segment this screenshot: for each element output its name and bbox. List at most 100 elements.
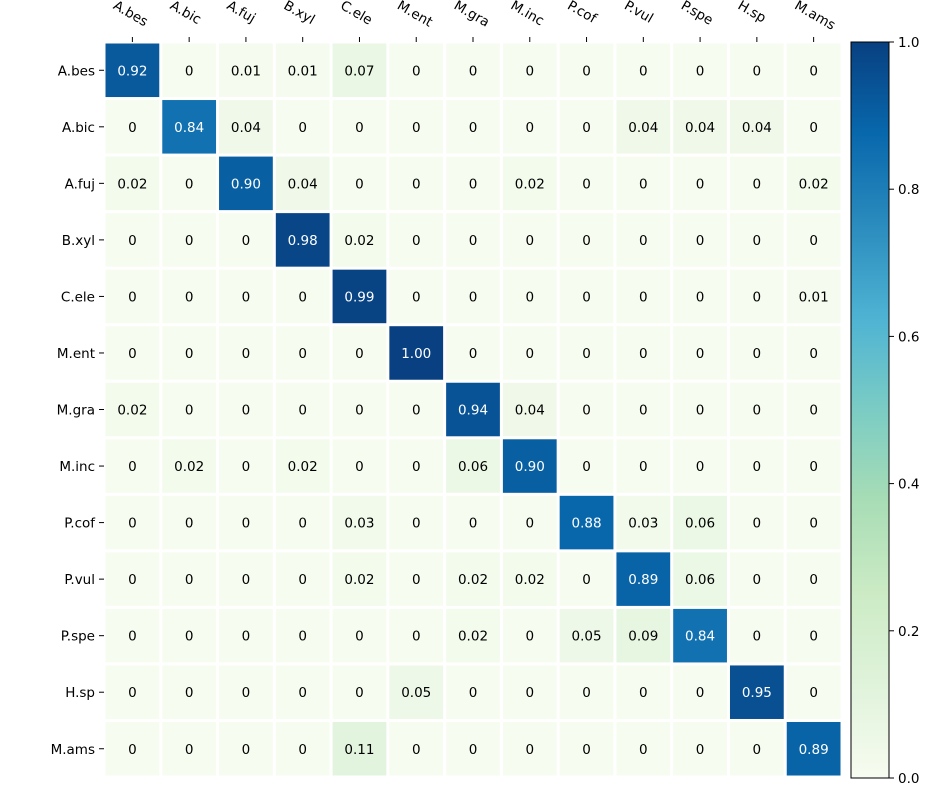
cell-value-label: 0.02 bbox=[117, 403, 147, 419]
heatmap-cell bbox=[162, 269, 217, 324]
cell-value-label: 0 bbox=[242, 516, 251, 532]
heatmap-cell bbox=[219, 326, 273, 380]
heatmap-cell bbox=[389, 156, 444, 211]
cell-value-label: 0 bbox=[582, 403, 591, 419]
heatmap-cell bbox=[446, 495, 500, 550]
cell-value-label: 0.89 bbox=[628, 572, 658, 588]
heatmap-cell bbox=[446, 721, 500, 776]
cell-value-label: 0 bbox=[753, 516, 762, 532]
heatmap-cell bbox=[502, 665, 557, 719]
colorbar-gradient bbox=[850, 41, 890, 779]
cell-value-label: 0 bbox=[809, 63, 818, 79]
heatmap-cell bbox=[219, 100, 273, 154]
cell-value-label: 0 bbox=[809, 516, 818, 532]
cell-value-label: 0.98 bbox=[288, 233, 318, 249]
heatmap-cell bbox=[786, 665, 841, 719]
heatmap-cell bbox=[219, 43, 273, 98]
heatmap-cell bbox=[559, 269, 614, 324]
heatmap-cell bbox=[105, 552, 160, 606]
cell-value-label: 0 bbox=[753, 233, 762, 249]
heatmap-cell bbox=[729, 100, 784, 154]
cell-value-label: 0 bbox=[128, 120, 137, 136]
heatmap-cell bbox=[219, 382, 273, 437]
heatmap-cell bbox=[446, 269, 500, 324]
heatmap-cell bbox=[275, 382, 330, 437]
heatmap-cell bbox=[729, 552, 784, 606]
cell-value-label: 0 bbox=[128, 233, 137, 249]
heatmap-cell bbox=[389, 608, 444, 663]
heatmap-cell bbox=[446, 156, 500, 211]
colorbar-tick-label: 0.6 bbox=[898, 329, 919, 345]
heatmap-cell bbox=[275, 156, 330, 211]
cell-value-label: 0 bbox=[469, 289, 478, 305]
heatmap-cell bbox=[446, 213, 500, 267]
cell-value-label: 0.06 bbox=[685, 572, 715, 588]
cell-value-label: 0 bbox=[809, 572, 818, 588]
heatmap-cell bbox=[105, 156, 160, 211]
cell-value-label: 0 bbox=[355, 403, 364, 419]
cell-value-label: 0.04 bbox=[742, 120, 772, 136]
cell-value-label: 0.84 bbox=[174, 120, 204, 136]
heatmap-cell bbox=[105, 608, 160, 663]
x-tick-label: M.ams bbox=[792, 0, 838, 34]
cell-value-label: 0 bbox=[696, 63, 705, 79]
heatmap-cell bbox=[673, 326, 727, 380]
cell-value-label: 0 bbox=[753, 629, 762, 645]
y-tick-label: M.gra bbox=[57, 403, 95, 419]
cell-value-label: 0.89 bbox=[799, 742, 829, 758]
heatmap-cell bbox=[162, 382, 217, 437]
heatmap-cell bbox=[275, 100, 330, 154]
heatmap-cell bbox=[502, 382, 557, 437]
heatmap-cell bbox=[502, 43, 557, 98]
heatmap-cell bbox=[275, 495, 330, 550]
cell-value-label: 0 bbox=[582, 176, 591, 192]
cell-value-label: 0 bbox=[696, 233, 705, 249]
heatmap-cell bbox=[105, 721, 160, 776]
cell-value-label: 0 bbox=[809, 346, 818, 362]
x-axis-ticks: A.bes A.bic A.fuj B.xyl C.ele M.ent M.gra M.inc… bbox=[110, 0, 838, 42]
cell-value-label: 0 bbox=[128, 459, 137, 475]
cell-value-label: 0 bbox=[753, 403, 762, 419]
heatmap-cell bbox=[729, 721, 784, 776]
heatmap-cell bbox=[332, 665, 387, 719]
cell-value-label: 0 bbox=[696, 742, 705, 758]
cell-value-label: 0 bbox=[753, 289, 762, 305]
heatmap-cell bbox=[559, 721, 614, 776]
heatmap-cell bbox=[616, 156, 671, 211]
heatmap-cell bbox=[332, 552, 387, 606]
colorbar-tick-label: 1.0 bbox=[898, 35, 919, 51]
heatmap-cell bbox=[332, 213, 387, 267]
cell-value-label: 0 bbox=[298, 742, 307, 758]
cell-value-label: 0 bbox=[412, 289, 421, 305]
heatmap-cell bbox=[616, 552, 671, 606]
y-tick-label: A.bes bbox=[58, 63, 95, 79]
cell-value-label: 0 bbox=[696, 289, 705, 305]
cell-value-label: 0 bbox=[639, 176, 648, 192]
cell-value-label: 0.02 bbox=[458, 572, 488, 588]
cell-value-label: 0.01 bbox=[288, 63, 318, 79]
cell-value-label: 0 bbox=[298, 572, 307, 588]
heatmap-cell bbox=[105, 213, 160, 267]
cell-value-label: 0.06 bbox=[685, 516, 715, 532]
y-tick-label: H.sp bbox=[65, 685, 95, 701]
heatmap-cell bbox=[673, 43, 727, 98]
cell-value-label: 0 bbox=[639, 233, 648, 249]
cell-value-label: 0 bbox=[298, 629, 307, 645]
cell-value-label: 0 bbox=[696, 685, 705, 701]
cell-value-label: 0 bbox=[185, 685, 194, 701]
heatmap-cell bbox=[786, 552, 841, 606]
heatmap-cell bbox=[559, 382, 614, 437]
cell-value-label: 0 bbox=[128, 742, 137, 758]
heatmap-cell bbox=[219, 608, 273, 663]
heatmap-cell bbox=[105, 495, 160, 550]
cell-value-label: 0 bbox=[525, 120, 534, 136]
heatmap-cell bbox=[219, 439, 273, 493]
y-tick-label: P.cof bbox=[64, 516, 96, 532]
heatmap-cell bbox=[673, 156, 727, 211]
x-tick-label: P.vul bbox=[621, 0, 656, 27]
heatmap-cell bbox=[502, 326, 557, 380]
heatmap-cell bbox=[219, 721, 273, 776]
cell-value-label: 0 bbox=[185, 572, 194, 588]
heatmap-cell bbox=[559, 213, 614, 267]
cell-value-label: 0 bbox=[128, 685, 137, 701]
